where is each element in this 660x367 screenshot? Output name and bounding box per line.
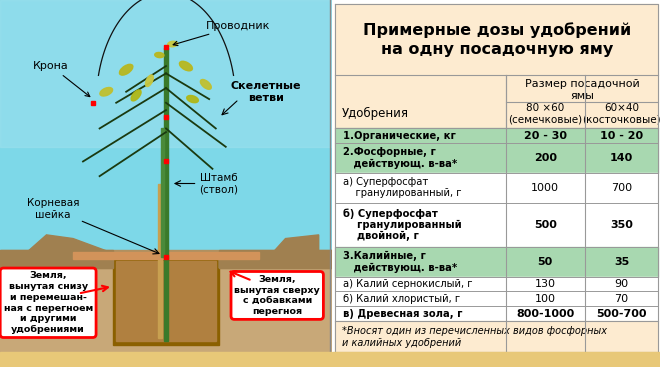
Ellipse shape bbox=[187, 95, 199, 103]
Bar bbox=[0, 0, 332, 147]
Bar bbox=[335, 4, 659, 75]
Text: *Вносят один из перечисленных видов фосфорных
и калийных удобрений: *Вносят один из перечисленных видов фосф… bbox=[342, 326, 607, 348]
Text: 1000: 1000 bbox=[531, 183, 559, 193]
Text: 500-700: 500-700 bbox=[596, 309, 647, 319]
Text: а) Суперфосфат
    гранулированный, г: а) Суперфосфат гранулированный, г bbox=[343, 177, 462, 198]
Text: 500: 500 bbox=[534, 220, 556, 230]
Bar bbox=[335, 143, 659, 173]
Text: 1.Органические, кг: 1.Органические, кг bbox=[343, 131, 456, 141]
Text: б) Суперфосфат
    гранулированный
    двойной, г: б) Суперфосфат гранулированный двойной, … bbox=[343, 208, 462, 241]
Text: 90: 90 bbox=[614, 279, 628, 289]
Text: 10 - 20: 10 - 20 bbox=[600, 131, 643, 141]
Text: 700: 700 bbox=[611, 183, 632, 193]
Text: 140: 140 bbox=[610, 153, 633, 163]
Ellipse shape bbox=[154, 52, 164, 58]
Text: Размер посадочной
ямы: Размер посадочной ямы bbox=[525, 79, 640, 101]
Bar bbox=[335, 277, 659, 291]
Text: Корневая
шейка: Корневая шейка bbox=[27, 199, 79, 220]
Ellipse shape bbox=[145, 75, 153, 87]
Text: Проводник: Проводник bbox=[173, 21, 270, 46]
Bar bbox=[0, 0, 332, 257]
Bar bbox=[335, 247, 659, 277]
Polygon shape bbox=[219, 235, 319, 268]
Bar bbox=[335, 173, 659, 203]
Text: Скелетные
ветви: Скелетные ветви bbox=[230, 81, 301, 102]
Ellipse shape bbox=[168, 41, 178, 47]
Text: 70: 70 bbox=[614, 294, 628, 304]
Ellipse shape bbox=[131, 90, 141, 101]
Text: б) Калий хлористый, г: б) Калий хлористый, г bbox=[343, 294, 461, 304]
Text: 80 ×60
(семечковые): 80 ×60 (семечковые) bbox=[508, 103, 582, 124]
Text: 50: 50 bbox=[537, 257, 553, 267]
Bar bbox=[219, 250, 332, 268]
Ellipse shape bbox=[100, 87, 113, 96]
Bar bbox=[161, 128, 164, 257]
Text: Примерные дозы удобрений
на одну посадочную яму: Примерные дозы удобрений на одну посадоч… bbox=[363, 22, 631, 57]
Text: 2.Фосфорные, г
   действующ. в-ва*: 2.Фосфорные, г действующ. в-ва* bbox=[343, 148, 458, 169]
Text: Крона: Крона bbox=[33, 61, 90, 97]
Text: 3.Калийные, г
   действующ. в-ва*: 3.Калийные, г действующ. в-ва* bbox=[343, 251, 458, 273]
Bar bbox=[0, 250, 113, 268]
Text: 20 - 30: 20 - 30 bbox=[523, 131, 567, 141]
Bar bbox=[0, 257, 332, 367]
Ellipse shape bbox=[201, 80, 211, 89]
Text: а) Калий сернокислый, г: а) Калий сернокислый, г bbox=[343, 279, 473, 289]
Bar bbox=[0, 352, 332, 367]
Ellipse shape bbox=[119, 64, 133, 75]
Bar bbox=[335, 203, 659, 247]
Text: Удобрения: Удобрения bbox=[342, 107, 409, 120]
Text: 100: 100 bbox=[535, 294, 556, 304]
Bar bbox=[113, 257, 219, 345]
Bar bbox=[335, 291, 659, 306]
Bar bbox=[158, 184, 162, 338]
Text: в) Древесная зола, г: в) Древесная зола, г bbox=[343, 309, 463, 319]
Polygon shape bbox=[13, 235, 113, 268]
Bar bbox=[164, 48, 168, 341]
Text: 350: 350 bbox=[610, 220, 633, 230]
Bar bbox=[116, 261, 216, 341]
Text: 200: 200 bbox=[534, 153, 556, 163]
Bar bbox=[332, 352, 660, 367]
Text: Земля,
вынутая снизу
и перемешан-
ная с перегноем
и другими
удобрениями: Земля, вынутая снизу и перемешан- ная с … bbox=[3, 271, 93, 334]
Text: 130: 130 bbox=[535, 279, 556, 289]
Bar bbox=[335, 128, 659, 143]
Bar bbox=[335, 321, 659, 352]
Bar bbox=[335, 306, 659, 321]
Bar bbox=[0, 250, 332, 268]
Ellipse shape bbox=[180, 61, 193, 71]
Text: Штамб
(ствол): Штамб (ствол) bbox=[199, 173, 239, 194]
Text: 60×40
(косточковые): 60×40 (косточковые) bbox=[582, 103, 660, 124]
Text: 35: 35 bbox=[614, 257, 629, 267]
Text: Земля,
вынутая сверху
с добавками
перегноя: Земля, вынутая сверху с добавками перегн… bbox=[234, 275, 320, 316]
Text: 800-1000: 800-1000 bbox=[516, 309, 574, 319]
Bar bbox=[73, 252, 259, 259]
Bar bbox=[335, 75, 659, 128]
